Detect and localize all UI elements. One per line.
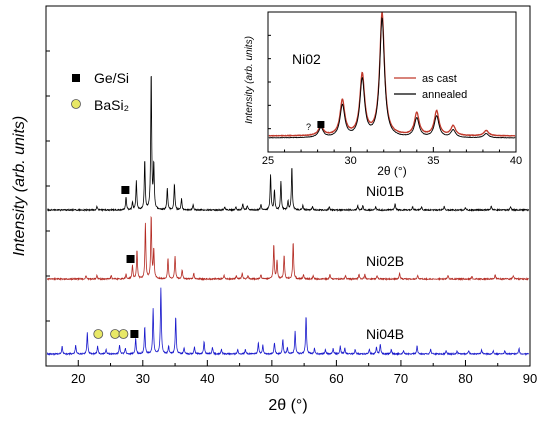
marker-gesi-ni02b: [126, 255, 135, 263]
main-x-tick-label-30: 30: [136, 371, 150, 386]
inset-traces: [268, 11, 516, 139]
legend-basi2-label: BaSi₂: [94, 97, 129, 113]
inset-plot: 25 30 35 40 Ni02 ? 2θ (°) Intensity (arb. u…: [244, 11, 522, 178]
trace-ni02b: [46, 215, 529, 282]
main-series-labels: Ni01B Ni02B Ni04B: [366, 183, 404, 342]
marker-basi2-ni04b-0: [93, 329, 104, 339]
main-x-tick-label-70: 70: [394, 371, 408, 386]
main-traces: [46, 75, 529, 356]
inset-x-tick-label-35: 35: [427, 155, 439, 167]
marker-basi2-ni04b-1: [110, 329, 120, 339]
marker-gesi-ni01b: [121, 186, 130, 194]
marker-gesi-ni04b: [130, 330, 139, 338]
inset-x-tick-label-40: 40: [510, 155, 522, 167]
inset-trace-annealed: [268, 17, 516, 139]
inset-sample-label: Ni02: [292, 51, 321, 67]
main-y-axis-label: Intensity (arb. units): [11, 116, 28, 257]
main-x-tick-label-80: 80: [458, 371, 472, 386]
series-label-ni04b: Ni04B: [366, 326, 404, 342]
trace-ni04b: [46, 287, 529, 356]
series-label-ni02b: Ni02B: [366, 253, 404, 269]
trace-ni01b: [47, 75, 529, 212]
inset-y-axis-label: Intensity (arb. units): [244, 36, 255, 124]
inset-x-tick-label-30: 30: [345, 155, 357, 167]
inset-trace-as-cast: [268, 11, 516, 138]
marker-basi2-ni04b-2: [118, 329, 129, 339]
inset-legend: as cast annealed: [394, 73, 467, 101]
inset-gesi-marker: [317, 121, 325, 128]
legend-basi2-marker: [71, 99, 81, 109]
inset-ticks: 25 30 35 40: [262, 34, 522, 167]
legend-gesi-marker: [72, 74, 80, 82]
series-label-ni01b: Ni01B: [366, 183, 404, 199]
legend-gesi-label: Ge/Si: [94, 70, 129, 86]
main-legend: Ge/Si BaSi₂: [71, 70, 129, 113]
inset-x-tick-label-25: 25: [262, 155, 274, 167]
main-x-tick-label-50: 50: [265, 371, 279, 386]
main-x-tick-label-90: 90: [523, 371, 537, 386]
inset-legend-ascast-label: as cast: [422, 73, 457, 85]
inset-legend-annealed-label: annealed: [422, 89, 467, 101]
main-x-tick-label-60: 60: [329, 371, 343, 386]
inset-x-axis-label: 2θ (°): [377, 164, 406, 178]
main-markers: [93, 186, 139, 339]
main-x-axis-label: 2θ (°): [268, 397, 307, 414]
main-ticks: 20 30 40 50 60 70 80 90: [45, 50, 537, 386]
inset-question-annotation: ?: [306, 122, 311, 132]
main-x-tick-label-20: 20: [71, 371, 85, 386]
main-x-tick-label-40: 40: [200, 371, 214, 386]
